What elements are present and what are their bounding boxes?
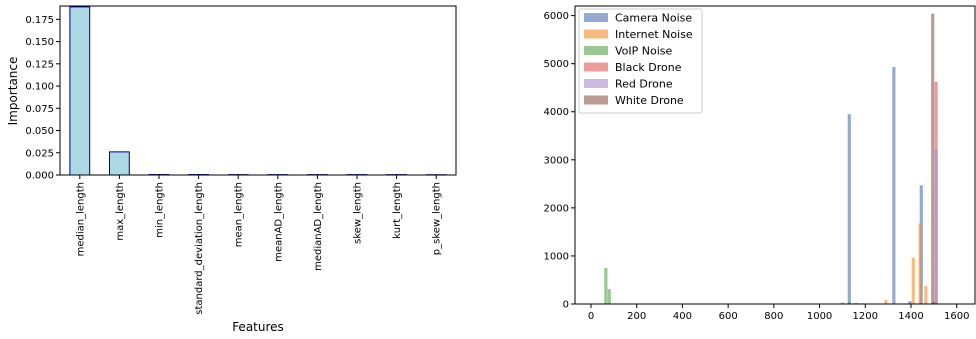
histogram-bar (847, 302, 851, 304)
feature-importance-chart: 0.000 0.025 0.050 0.075 0.100 0.125 0.150 0.175… (6, 5, 457, 334)
x-tick-label: skew_length (353, 182, 364, 244)
histogram-bar (607, 289, 611, 304)
importance-bar (69, 6, 91, 176)
y-tick-label: 2000 (544, 203, 569, 214)
y-tick-label: 0.150 (25, 37, 54, 48)
x-tick-label: max_length (115, 182, 126, 241)
length-histogram-chart: 0 1000 2000 3000 4000 5000 6000 0 200 400 600 800 1… (544, 5, 976, 322)
y-tick-label: 0 (563, 300, 569, 311)
x-tick-label: min_length (155, 182, 166, 238)
legend-label: Internet Noise (615, 28, 693, 41)
histogram-bars (604, 13, 938, 305)
legend-label: Camera Noise (615, 12, 692, 25)
importance-bars (69, 6, 447, 176)
x-tick-label: 1600 (944, 311, 969, 322)
x-tick-label: 1000 (807, 311, 832, 322)
x-tick-label: meanAD_length (273, 182, 284, 262)
histogram-bar (908, 301, 912, 304)
y-tick-label: 0.100 (25, 82, 54, 93)
legend-label: White Drone (615, 94, 684, 107)
x-tick-label: 1400 (898, 311, 923, 322)
histogram-bar (604, 267, 608, 304)
x-tick-label: 1200 (853, 311, 878, 322)
legend-box (578, 8, 703, 114)
legend-swatch (584, 95, 608, 105)
histogram-x-axis: 0 200 400 600 800 1000 1200 1400 1600 (588, 304, 969, 322)
y-tick-label: 4000 (544, 107, 569, 118)
histogram-legend: Camera Noise Internet Noise VoIP Noise Blac… (578, 8, 703, 114)
x-tick-label: kurt_length (392, 182, 403, 239)
x-tick-label: 600 (719, 311, 738, 322)
y-tick-label: 0.025 (25, 148, 54, 159)
y-tick-label: 0.050 (25, 126, 54, 137)
importance-bar (109, 151, 130, 176)
importance-plot-frame (59, 5, 457, 176)
y-tick-label: 0.000 (25, 171, 54, 182)
histogram-y-axis: 0 1000 2000 3000 4000 5000 6000 (544, 11, 575, 311)
legend-label: VoIP Noise (615, 45, 673, 58)
histogram-bar (892, 67, 896, 305)
x-tick-label: 800 (764, 311, 783, 322)
legend-swatch (584, 29, 608, 39)
importance-x-axis-label: Features (232, 320, 284, 334)
legend-swatch (584, 46, 608, 55)
importance-y-axis-label: Importance (6, 57, 20, 126)
histogram-plot-frame (574, 5, 976, 305)
importance-x-axis: median_length max_length min_length standar… (75, 175, 443, 315)
y-tick-label: 0.075 (25, 104, 54, 115)
x-tick-label: medianAD_length (313, 182, 324, 271)
legend-label: Red Drone (615, 78, 673, 91)
legend-swatch (584, 13, 608, 22)
x-tick-label: 200 (627, 311, 646, 322)
x-tick-label: 400 (673, 311, 692, 322)
histogram-bar (884, 300, 888, 304)
y-tick-label: 0.125 (25, 59, 54, 70)
histogram-bar (911, 257, 915, 304)
importance-y-axis: 0.000 0.025 0.050 0.075 0.100 0.125 0.150 0.175 (25, 15, 60, 182)
y-tick-label: 5000 (544, 59, 569, 70)
x-tick-label: mean_length (234, 182, 245, 247)
y-tick-label: 1000 (544, 251, 569, 262)
histogram-bar (840, 302, 845, 304)
histogram-bar (854, 302, 858, 304)
legend-swatch (584, 62, 608, 72)
x-tick-label: standard_deviation_length (194, 182, 205, 315)
histogram-bar (918, 223, 922, 304)
x-tick-label: p_skew_length (432, 182, 443, 255)
histogram-bar (934, 149, 938, 304)
y-tick-label: 0.175 (25, 15, 54, 26)
y-tick-label: 6000 (544, 11, 569, 22)
x-tick-label: median_length (75, 182, 86, 256)
legend-label: Black Drone (615, 61, 682, 74)
histogram-bar (931, 13, 935, 305)
legend-swatch (584, 79, 608, 88)
histogram-bar (924, 286, 928, 304)
y-tick-label: 3000 (544, 155, 569, 166)
histogram-bar (847, 114, 851, 304)
x-tick-label: 0 (588, 311, 594, 322)
